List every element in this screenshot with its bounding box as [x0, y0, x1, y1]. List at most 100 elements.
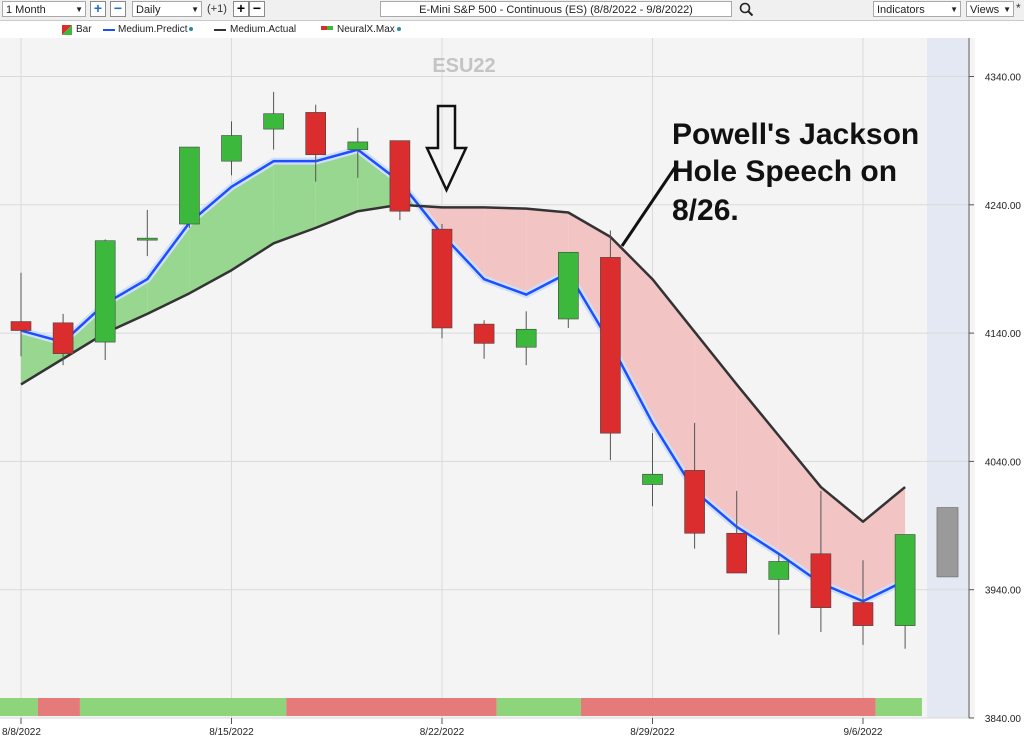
date-tick-label: 8/29/2022 [630, 727, 675, 738]
candle-body-down [305, 112, 327, 156]
candle-body-up [642, 473, 663, 485]
candle-body-up [94, 240, 116, 343]
ribbon-segment [357, 149, 400, 212]
annotation-line-1: Powell's Jackson [672, 118, 919, 151]
candle-body-down [10, 321, 32, 331]
pin-button[interactable]: * [1016, 1, 1021, 15]
candle [473, 320, 495, 359]
candle [305, 104, 327, 182]
candle-body-down [726, 532, 748, 574]
neuralx-legend-icon [321, 26, 333, 30]
forecast-bar [936, 507, 959, 578]
settings-dot-icon [189, 27, 194, 32]
period-select[interactable]: 1 Month ▼ [2, 1, 86, 17]
actual-legend-swatch [214, 29, 226, 31]
zoom-out-button[interactable]: − [110, 1, 126, 17]
signal-down-segment [286, 698, 497, 716]
date-tick-label: 8/22/2022 [420, 727, 465, 738]
ribbon-fills [21, 149, 906, 602]
settings-dot-icon [396, 27, 401, 32]
price-tick-label: 3940.00 [985, 586, 1022, 597]
offset-plus-button[interactable]: + [233, 1, 249, 17]
interval-value: Daily [136, 4, 161, 16]
predict-legend-swatch [103, 29, 115, 31]
ribbon-segment [442, 207, 485, 280]
candle-body-down [389, 140, 411, 212]
price-tick-label: 4240.00 [985, 201, 1022, 212]
candle [515, 311, 537, 366]
candlesticks [10, 91, 916, 649]
ribbon-segment [568, 212, 611, 344]
views-select[interactable]: Views ▼ [966, 1, 1014, 17]
views-label: Views [970, 4, 1000, 16]
price-tick-label: 3840.00 [985, 714, 1022, 725]
candle [221, 121, 242, 176]
chart-toolbar: 1 Month ▼ + − Daily ▼ (+1) + − E-Mini S&… [0, 0, 1024, 21]
ribbon-segment [273, 161, 316, 244]
symbol-title-field[interactable]: E-Mini S&P 500 - Continuous (ES) (8/8/20… [380, 1, 732, 17]
legend-predict-text: Medium.Predict [118, 24, 188, 35]
candle [389, 140, 411, 221]
search-button[interactable] [737, 1, 757, 17]
candle-body-up [557, 251, 579, 320]
ribbon-segment [694, 331, 737, 527]
indicators-label: Indicators [877, 4, 925, 16]
legend-actual-label[interactable]: Medium.Actual [230, 24, 297, 35]
candle [557, 251, 579, 328]
candle-body-down [431, 228, 453, 329]
symbol-title: E-Mini S&P 500 - Continuous (ES) (8/8/20… [419, 4, 693, 16]
offset-label: (+1) [207, 3, 227, 15]
ribbon-segment [484, 207, 527, 295]
legend-bar-label[interactable]: Bar [76, 24, 92, 35]
price-tick-label: 4140.00 [985, 329, 1022, 340]
chevron-down-icon: ▼ [75, 5, 83, 14]
annotation-pointer-line [620, 165, 678, 247]
period-value: 1 Month [6, 4, 46, 16]
offset-minus-button[interactable]: − [249, 1, 265, 17]
price-chart[interactable]: ESU22 4340.00 4240.00 4140.00 4040.00 3940.0… [0, 38, 1024, 749]
candle [894, 534, 916, 649]
price-tick-label: 4340.00 [985, 72, 1022, 83]
signal-down-segment [37, 698, 80, 716]
candle-body-up [768, 561, 790, 580]
candle-body-down [473, 323, 495, 344]
candle-body-up [515, 328, 537, 348]
candle-body-down [52, 322, 74, 354]
date-tick-label: 8/15/2022 [209, 727, 254, 738]
candle [263, 91, 284, 150]
future-zone [927, 38, 968, 718]
annotation-line-2: Hole Speech on [672, 155, 897, 188]
chevron-down-icon: ▼ [1003, 5, 1011, 14]
legend-neuralx-label[interactable]: NeuralX.Max [337, 24, 401, 35]
legend-predict-label[interactable]: Medium.Predict [118, 24, 194, 35]
ribbon-segment [820, 487, 863, 602]
date-tick-label: 8/8/2022 [2, 727, 41, 738]
indicator-lines [20, 146, 907, 605]
zoom-in-button[interactable]: + [90, 1, 106, 17]
ribbon-segment [231, 161, 274, 271]
candle [684, 422, 705, 549]
ribbon-segment [189, 186, 232, 294]
medium-actual-line [20, 203, 906, 523]
candle [642, 433, 663, 507]
ribbon-segment [315, 149, 358, 228]
interval-select[interactable]: Daily ▼ [132, 1, 202, 17]
date-axis: 8/8/2022 8/15/2022 8/22/2022 8/29/2022 9/6/2… [2, 718, 883, 738]
candle-body-down [684, 470, 705, 534]
candle-body-up [221, 135, 242, 162]
candle [768, 553, 790, 635]
annotation-line-3: 8/26. [672, 194, 739, 227]
candle-body-up [263, 113, 284, 130]
ribbon-segment [778, 435, 821, 584]
ribbon-segment [610, 236, 653, 423]
candle [10, 272, 32, 357]
candle [431, 224, 453, 339]
ribbon-segment [147, 222, 190, 314]
down-arrow-annotation [425, 104, 468, 193]
candle-body-up [894, 534, 916, 626]
date-tick-label: 9/6/2022 [844, 727, 883, 738]
candle-body-up [347, 141, 369, 150]
ribbon-segment [736, 384, 779, 554]
legend-neuralx-text: NeuralX.Max [337, 24, 395, 35]
indicators-select[interactable]: Indicators ▼ [873, 1, 961, 17]
